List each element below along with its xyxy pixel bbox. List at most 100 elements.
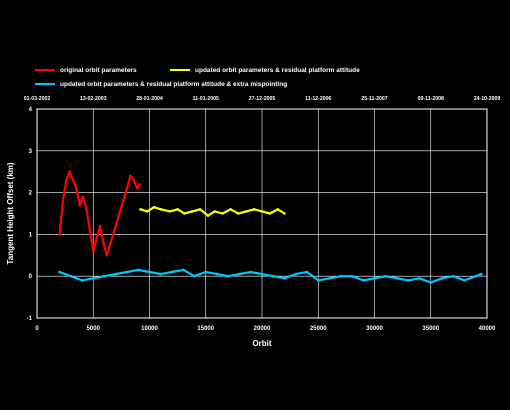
data-point: [213, 210, 217, 213]
data-point: [75, 187, 78, 190]
data-point: [361, 279, 365, 282]
data-point: [80, 279, 84, 282]
data-point: [61, 199, 65, 203]
data-point: [294, 272, 298, 276]
x-tick-label: 0: [35, 326, 39, 332]
data-point: [159, 272, 163, 276]
x-tick-label: 35000: [422, 326, 439, 332]
data-point: [138, 182, 141, 186]
data-point: [229, 208, 232, 211]
legend-label: original orbit parameters: [60, 67, 137, 74]
data-point: [350, 274, 354, 278]
data-point: [58, 233, 61, 236]
data-point: [237, 212, 240, 215]
series-line: [140, 206, 286, 217]
data-point: [114, 272, 118, 276]
y-tick-label: 4: [29, 107, 33, 113]
data-point: [135, 187, 139, 190]
data-point: [215, 272, 219, 276]
data-point: [91, 249, 95, 253]
data-point: [480, 272, 483, 276]
x-tick-label: 5000: [87, 326, 101, 332]
y-axis-label: Tangent Height Offset (km): [6, 162, 15, 264]
data-point: [78, 203, 82, 207]
data-point: [283, 212, 286, 215]
data-point: [125, 270, 129, 274]
data-point: [429, 281, 433, 284]
top-date-axis: 01-03-2002 13-02-2003 28-01-2004 11-01-2005…: [24, 96, 501, 102]
data-point: [268, 212, 272, 215]
data-point: [238, 272, 241, 276]
data-point: [190, 210, 194, 213]
data-point: [152, 205, 156, 209]
x-tick-label: 15000: [197, 326, 214, 332]
data-point: [145, 210, 149, 213]
x-tick-label: 10000: [141, 326, 158, 332]
data-point: [206, 214, 210, 217]
data-point: [170, 270, 174, 274]
top-date-label: 24-10-2009: [474, 96, 501, 102]
data-point: [64, 178, 68, 182]
x-axis: 0 5000 10000 15000 20000 25000 30000 35000 40000: [35, 326, 496, 332]
data-point: [474, 274, 478, 278]
data-point: [226, 274, 230, 278]
legend-label: updated orbit parameters & residual plat…: [60, 81, 287, 88]
data-point: [91, 276, 95, 280]
data-point: [328, 276, 331, 280]
data-point: [440, 276, 444, 280]
data-point: [125, 187, 129, 190]
top-date-label: 11-12-2006: [305, 96, 331, 102]
top-date-label: 11-01-2005: [193, 96, 219, 102]
data-point: [283, 276, 286, 280]
data-point: [451, 274, 455, 278]
data-point: [305, 270, 309, 274]
data-point: [136, 268, 140, 272]
data-point: [406, 279, 410, 282]
data-point: [418, 276, 421, 280]
data-point: [244, 210, 248, 213]
x-tick-label: 30000: [366, 326, 383, 332]
top-date-label: 27-12-2005: [249, 96, 276, 102]
data-point: [260, 272, 264, 276]
data-point: [85, 208, 88, 211]
data-point: [252, 208, 256, 211]
y-tick-label: 0: [29, 274, 33, 280]
data-point: [148, 270, 151, 274]
data-point: [168, 210, 172, 213]
top-date-label: 13-02-2003: [80, 96, 107, 102]
series-layer: [58, 170, 483, 284]
top-date-label: 25-11-2007: [361, 96, 387, 102]
top-date-label: 09-11-2008: [418, 96, 444, 102]
data-point: [58, 270, 61, 274]
series-line: [58, 170, 141, 257]
legend: original orbit parameters updated orbit p…: [35, 67, 360, 88]
data-point: [373, 276, 376, 280]
data-point: [204, 270, 208, 274]
data-point: [159, 208, 163, 211]
data-point: [68, 170, 71, 173]
grid: [36, 108, 488, 319]
data-point: [260, 210, 264, 213]
data-point: [384, 274, 388, 278]
data-point: [176, 208, 179, 211]
data-point: [129, 174, 132, 178]
x-tick-label: 40000: [479, 326, 496, 332]
data-point: [193, 274, 196, 278]
data-point: [249, 270, 253, 274]
data-point: [198, 208, 202, 211]
legend-label: updated orbit parameters & residual plat…: [195, 67, 360, 74]
data-point: [69, 274, 73, 278]
y-tick-label: 2: [29, 191, 33, 197]
x-tick-label: 25000: [310, 326, 327, 332]
data-point: [183, 212, 186, 215]
data-point: [276, 208, 280, 211]
data-point: [98, 224, 102, 228]
data-point: [102, 241, 105, 245]
data-point: [316, 279, 320, 282]
data-point: [103, 274, 106, 278]
data-point: [221, 212, 224, 215]
data-point: [81, 195, 85, 199]
y-tick-label: -1: [27, 316, 33, 322]
y-tick-label: 1: [29, 232, 33, 238]
